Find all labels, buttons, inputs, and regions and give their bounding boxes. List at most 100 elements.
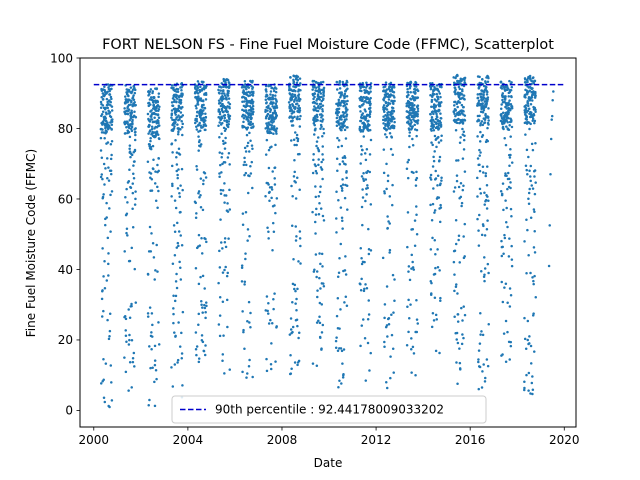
data-point xyxy=(272,89,276,93)
data-point xyxy=(204,311,207,314)
data-point xyxy=(110,153,113,157)
data-point xyxy=(528,127,531,131)
data-point xyxy=(132,94,135,97)
data-point xyxy=(197,312,201,316)
data-point xyxy=(409,124,412,128)
data-point xyxy=(264,88,268,91)
data-point xyxy=(220,116,224,120)
data-point xyxy=(452,110,456,113)
data-point xyxy=(315,270,319,273)
data-point xyxy=(499,81,503,84)
data-point xyxy=(175,286,179,290)
data-point xyxy=(176,123,179,126)
data-point xyxy=(170,101,174,104)
data-point xyxy=(179,98,183,102)
data-point xyxy=(225,298,229,302)
data-point xyxy=(407,158,410,162)
data-point xyxy=(367,227,370,231)
data-point xyxy=(299,89,302,92)
data-point xyxy=(242,328,245,332)
data-point xyxy=(369,87,372,90)
data-point xyxy=(203,107,207,110)
data-point xyxy=(531,187,535,190)
data-point xyxy=(134,127,137,130)
data-point xyxy=(224,265,227,269)
data-point xyxy=(201,99,205,103)
data-point xyxy=(369,85,373,88)
data-point xyxy=(453,249,457,253)
data-point xyxy=(243,125,246,129)
data-point xyxy=(529,271,532,275)
data-point xyxy=(392,311,395,314)
data-point xyxy=(341,126,344,129)
data-point xyxy=(275,114,279,117)
data-point xyxy=(485,184,489,187)
data-point xyxy=(319,185,322,188)
data-point xyxy=(391,112,394,115)
data-point xyxy=(463,313,467,317)
data-point xyxy=(335,336,338,339)
data-point xyxy=(127,179,131,183)
data-point xyxy=(386,174,390,177)
data-point xyxy=(201,311,204,314)
data-point xyxy=(361,223,364,227)
data-point xyxy=(295,143,298,147)
data-point xyxy=(110,128,113,131)
data-point xyxy=(321,145,324,148)
data-point xyxy=(195,353,198,357)
data-point xyxy=(432,319,436,322)
data-point xyxy=(152,95,156,99)
data-point xyxy=(369,102,372,105)
data-point xyxy=(315,364,319,367)
data-point xyxy=(150,109,153,112)
data-point xyxy=(435,99,438,103)
data-point xyxy=(272,307,275,311)
data-point xyxy=(480,330,483,333)
data-point xyxy=(366,169,370,173)
data-point xyxy=(317,195,321,198)
data-point xyxy=(477,101,480,104)
data-point xyxy=(194,267,198,270)
data-point xyxy=(201,274,205,278)
data-point xyxy=(200,252,204,255)
data-point xyxy=(453,186,457,189)
data-point xyxy=(107,337,111,341)
data-point xyxy=(436,184,439,187)
data-point xyxy=(549,137,553,141)
data-point xyxy=(500,103,503,106)
data-point xyxy=(153,359,157,362)
data-point xyxy=(534,108,537,112)
data-point xyxy=(486,96,490,99)
data-point xyxy=(269,98,273,101)
data-point xyxy=(227,120,231,123)
data-point xyxy=(181,122,184,126)
data-point xyxy=(507,95,511,98)
data-point xyxy=(270,186,273,189)
data-point xyxy=(264,153,268,156)
data-point xyxy=(176,358,180,362)
data-point xyxy=(246,228,250,231)
data-point xyxy=(109,169,113,173)
data-point xyxy=(217,108,221,111)
data-point xyxy=(524,133,527,136)
data-point xyxy=(359,247,362,250)
legend-label-90th-percentile: 90th percentile : 92.44178009033202 xyxy=(215,403,444,417)
data-point xyxy=(440,134,443,137)
data-point xyxy=(125,126,128,129)
data-point xyxy=(274,130,278,133)
data-point xyxy=(201,306,204,309)
data-point xyxy=(153,116,156,120)
data-point xyxy=(338,327,341,330)
data-point xyxy=(203,171,207,175)
data-point xyxy=(293,143,296,147)
data-point xyxy=(249,172,253,175)
data-point xyxy=(270,188,274,191)
data-point xyxy=(431,143,434,147)
data-point xyxy=(367,299,370,302)
data-point xyxy=(345,304,349,308)
data-point xyxy=(416,322,419,325)
data-point xyxy=(105,130,108,133)
data-point xyxy=(528,89,532,92)
data-point xyxy=(298,109,302,112)
data-point xyxy=(531,117,535,120)
